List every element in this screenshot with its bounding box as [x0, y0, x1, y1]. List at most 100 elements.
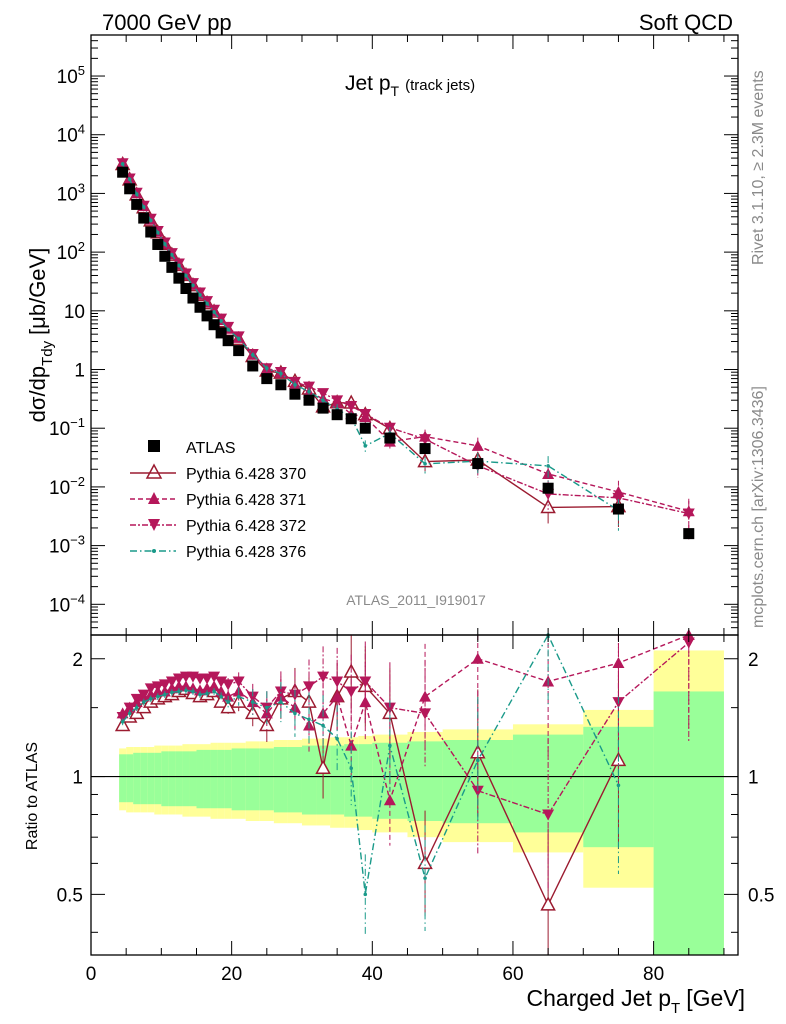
atlas-point: [173, 272, 185, 284]
atlas-point: [247, 360, 259, 372]
ratio-marker-376: [307, 717, 311, 722]
atlas-point: [233, 345, 245, 357]
ratio-tick-label: 0.5: [748, 885, 774, 906]
sim-marker-376: [423, 462, 427, 466]
sim-line-372: [122, 162, 689, 515]
band-inner: [217, 749, 225, 809]
ratio-marker-376: [388, 743, 392, 748]
ratio-marker-376: [205, 691, 209, 696]
ratio-marker-376: [177, 689, 181, 694]
ratio-marker-372: [345, 686, 358, 698]
mcplots-note: mcplots.cern.ch [arXiv:1306.3436]: [750, 386, 767, 628]
ratio-marker-372: [682, 637, 695, 649]
ratio-tick-label: 2: [748, 650, 759, 671]
ratio-marker-370: [540, 896, 556, 911]
sim-marker-372: [419, 434, 432, 446]
atlas-point: [194, 301, 206, 313]
sim-marker-376: [191, 283, 195, 288]
ratio-marker-376: [127, 711, 132, 716]
inner-title: Jet pT (track jets): [345, 72, 475, 99]
band-inner: [168, 751, 176, 807]
atlas-point: [180, 283, 192, 295]
legend-label-atlas: ATLAS: [186, 440, 236, 457]
sim-marker-376: [250, 352, 255, 357]
legend-marker-371: [148, 492, 160, 504]
sim-marker-376: [279, 371, 283, 376]
sim-marker-376: [546, 464, 550, 468]
atlas-point: [138, 212, 150, 224]
y-tick-label: 10−3: [49, 533, 85, 558]
y-axis-label-main: dσ/dpTdy[μb/GeV]: [25, 248, 56, 423]
ratio-marker-376: [148, 697, 153, 701]
band-inner: [210, 749, 218, 809]
ratio-marker-370: [244, 704, 261, 720]
ratio-marker-372: [130, 693, 143, 705]
band-inner: [287, 747, 302, 813]
sim-marker-376: [293, 382, 297, 387]
legend-label-376: Pythia 6.428 376: [186, 544, 306, 561]
band-inner: [301, 745, 317, 815]
ratio-marker-372: [208, 671, 221, 683]
ratio-marker-376: [141, 700, 146, 704]
sim-marker-376: [265, 366, 269, 371]
ratio-marker-376: [184, 688, 188, 693]
band-inner: [231, 748, 246, 811]
atlas-point: [124, 183, 136, 195]
legend-label-370: Pythia 6.428 370: [186, 466, 306, 483]
y-tick-label: 105: [57, 63, 85, 88]
sim-marker-376: [156, 230, 160, 235]
band-inner: [126, 754, 134, 803]
ratio-marker-372: [123, 702, 136, 714]
sim-marker-376: [307, 389, 311, 394]
ratio-marker-372: [144, 683, 157, 695]
ratio-marker-371: [419, 690, 432, 702]
atlas-point: [303, 394, 315, 406]
ratio-marker-372: [359, 676, 372, 688]
sim-line-371: [122, 162, 689, 512]
band-inner: [245, 748, 260, 811]
legend-entry-371: Pythia 6.428 371: [130, 492, 306, 509]
y-axis-label-ratio: Ratio to ATLAS: [24, 742, 41, 850]
band-inner: [259, 748, 274, 811]
legend-entry-376: Pythia 6.428 376: [130, 544, 306, 561]
legend-marker-atlas: [148, 440, 160, 452]
sim-marker-372: [682, 508, 695, 520]
atlas-point: [187, 292, 199, 304]
band-inner: [358, 744, 373, 817]
atlas-point: [359, 422, 371, 434]
ratio-marker-376: [191, 689, 195, 694]
legend-label-371: Pythia 6.428 371: [186, 492, 306, 509]
y-tick-label: 10−1: [49, 415, 85, 440]
sim-marker-376: [205, 301, 209, 306]
atlas-point: [612, 503, 624, 515]
ratio-marker-372: [317, 671, 330, 683]
atlas-point: [159, 250, 171, 262]
band-inner: [196, 749, 204, 809]
y-tick-label: 104: [57, 122, 85, 147]
y-tick-label: 103: [57, 180, 85, 205]
atlas-point: [384, 432, 396, 444]
band-inner: [189, 751, 197, 807]
ratio-marker-370: [315, 759, 331, 775]
atlas-point: [145, 226, 157, 238]
atlas-point: [215, 327, 227, 339]
atlas-point: [542, 482, 554, 494]
band-inner: [224, 749, 232, 809]
sim-marker-376: [148, 218, 153, 223]
ratio-marker-371: [208, 680, 221, 692]
atlas-point: [261, 373, 273, 385]
y-tick-label: 10: [64, 302, 85, 323]
ratio-marker-372: [116, 711, 129, 723]
sim-marker-376: [170, 252, 174, 257]
atlas-point: [419, 443, 431, 455]
ratio-marker-376: [293, 711, 297, 716]
ratio-marker-372: [222, 679, 235, 691]
legend-entry-atlas: ATLAS: [148, 440, 236, 457]
sim-marker-376: [134, 192, 139, 196]
ratio-marker-376: [423, 876, 427, 880]
atlas-point: [117, 166, 129, 178]
ratio-marker-376: [156, 694, 160, 699]
x-tick-label: 40: [362, 964, 383, 985]
sim-marker-376: [212, 310, 216, 314]
ratio-marker-376: [250, 700, 255, 704]
